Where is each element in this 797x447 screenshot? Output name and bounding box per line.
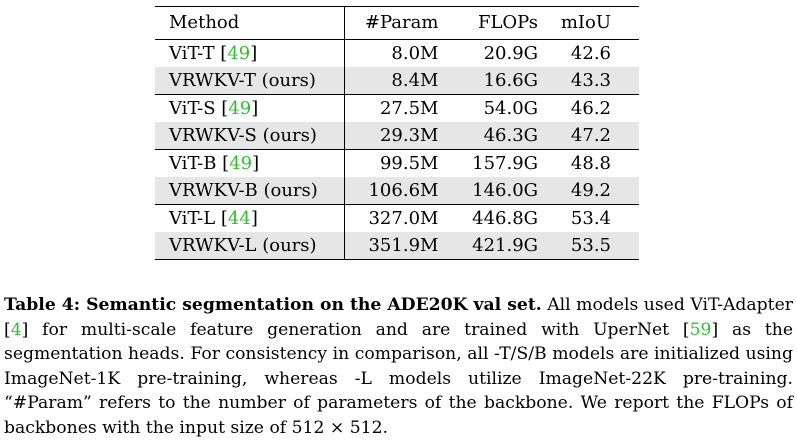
cell-method: ViT-L [44] [155,204,346,232]
caption-text-1: All models used ViT-Adapter [ [4,295,793,340]
caption-citation-1[interactable]: 4 [10,319,22,340]
cell-method: VRWKV-S (ours) [155,122,346,150]
cell-method: ViT-T [49] [155,39,346,67]
cell-flops: 157.9G [448,149,545,177]
table-row: VRWKV-L (ours) 351.9M 421.9G 53.5 [155,232,639,260]
method-name: ViT-T [ [169,43,228,64]
method-name: ViT-L [ [169,208,228,229]
cell-method: VRWKV-L (ours) [155,232,346,260]
header-flops: FLOPs [448,6,545,40]
cell-miou: 48.8 [544,149,639,177]
cell-miou: 53.5 [544,232,639,260]
table-row: ViT-T [49] 8.0M 20.9G 42.6 [155,39,639,67]
method-citation-close: ] [251,98,259,119]
cell-miou: 46.2 [544,94,639,122]
table-row: VRWKV-B (ours) 106.6M 146.0G 49.2 [155,177,639,205]
caption-label: Table 4: Semantic segmentation on the AD… [4,295,542,315]
cell-param: 327.0M [344,204,449,232]
cell-flops: 46.3G [448,122,545,150]
cell-method: ViT-S [49] [155,94,346,122]
table-row: ViT-B [49] 99.5M 157.9G 48.8 [155,149,639,177]
table-header-row: Method #Param FLOPs mIoU [155,6,639,40]
method-citation[interactable]: 49 [228,98,252,119]
cell-flops: 20.9G [448,39,545,67]
caption-text-3: ] as the segmentation heads. For consist… [4,319,793,438]
results-table-container: Method #Param FLOPs mIoU ViT-T [49] 8.0M 2… [155,6,639,260]
cell-flops: 421.9G [448,232,545,260]
method-citation[interactable]: 44 [227,208,251,229]
cell-method: VRWKV-B (ours) [155,177,346,205]
cell-method: ViT-B [49] [155,149,346,177]
cell-miou: 43.3 [544,67,639,95]
cell-param: 351.9M [344,232,449,260]
method-citation-close: ] [252,153,260,174]
method-name: VRWKV-B (ours) [169,180,318,201]
table-row: ViT-S [49] 27.5M 54.0G 46.2 [155,94,639,122]
header-param: #Param [344,6,449,40]
table-row: VRWKV-T (ours) 8.4M 16.6G 43.3 [155,67,639,95]
cell-param: 27.5M [344,94,449,122]
table-row: VRWKV-S (ours) 29.3M 46.3G 47.2 [155,122,639,150]
method-citation-close: ] [250,43,258,64]
table-row: ViT-L [44] 327.0M 446.8G 53.4 [155,204,639,232]
cell-method: VRWKV-T (ours) [155,67,346,95]
results-table: Method #Param FLOPs mIoU ViT-T [49] 8.0M 2… [155,6,639,260]
cell-miou: 42.6 [544,39,639,67]
table-caption: Table 4: Semantic segmentation on the AD… [4,293,793,440]
cell-flops: 446.8G [448,204,545,232]
cell-param: 29.3M [344,122,449,150]
caption-text-2: ] for multi-scale feature generation and… [21,319,690,340]
method-name: VRWKV-L (ours) [169,235,317,256]
method-name: ViT-S [ [169,98,229,119]
header-method: Method [155,6,346,40]
method-citation[interactable]: 49 [229,153,253,174]
header-miou: mIoU [544,6,639,40]
method-name: VRWKV-S (ours) [169,125,317,146]
cell-param: 99.5M [344,149,449,177]
caption-citation-2[interactable]: 59 [689,319,712,340]
cell-miou: 49.2 [544,177,639,205]
cell-flops: 146.0G [448,177,545,205]
cell-param: 106.6M [344,177,449,205]
cell-param: 8.4M [344,67,449,95]
cell-param: 8.0M [344,39,449,67]
method-citation[interactable]: 49 [227,43,251,64]
cell-miou: 47.2 [544,122,639,150]
method-name: VRWKV-T (ours) [169,70,316,91]
method-name: ViT-B [ [169,153,230,174]
cell-flops: 16.6G [448,67,545,95]
cell-miou: 53.4 [544,204,639,232]
cell-flops: 54.0G [448,94,545,122]
method-citation-close: ] [250,208,258,229]
